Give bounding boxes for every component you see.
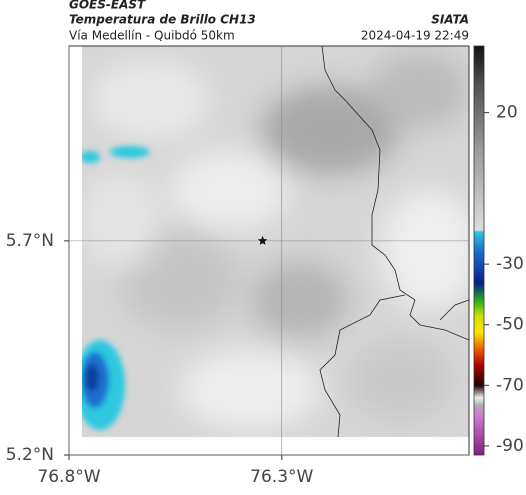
y-tick-label: 5.2°N (6, 445, 54, 465)
subtitle: Temperatura de Brillo CH13 (69, 13, 256, 27)
datetime: 2024-04-19 22:49 (361, 29, 469, 43)
y-tick-label: 5.7°N (6, 231, 54, 251)
x-tick-label: 76.8°W (37, 467, 100, 487)
title: GOES-EAST (69, 0, 146, 12)
source: SIATA (431, 13, 469, 27)
colorbar-tick-label: -90 (496, 436, 524, 456)
location-marker (257, 235, 268, 245)
colorbar-tick-label: -30 (496, 254, 524, 274)
colorbar-tick-label: -70 (496, 375, 524, 395)
colorbar-tick-label: -50 (496, 315, 524, 335)
colorbar (473, 45, 485, 456)
location: Vía Medellín - Quibdó 50km (69, 29, 235, 43)
colorbar-tick-label: 20 (496, 103, 518, 123)
x-tick-label: 76.3°W (250, 467, 313, 487)
satellite-image (82, 46, 469, 437)
